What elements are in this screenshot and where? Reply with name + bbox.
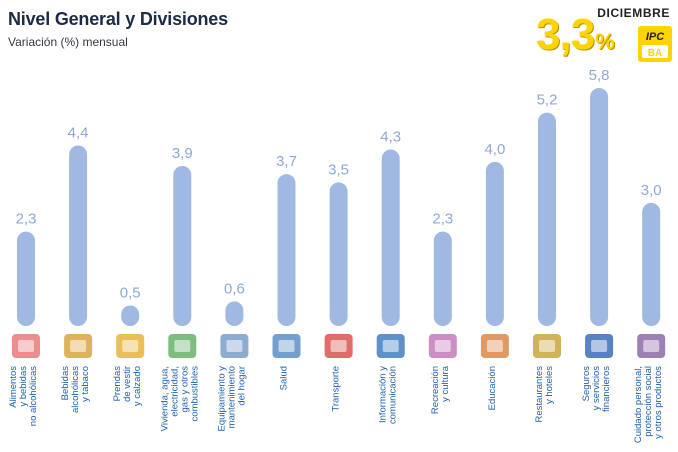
bar-3 <box>121 305 140 326</box>
recreation-icon <box>428 334 457 358</box>
finance-icon <box>585 334 614 358</box>
chart-title: Nivel General y Divisiones <box>8 9 228 29</box>
value-labels-group: 2,3 4,4 0,5 3,9 0,6 3,7 3,5 4,3 2,3 4,0 5,2 5,8 3,0 <box>16 67 662 301</box>
beverage-icon <box>64 334 93 358</box>
category-label-4: Vivienda, agua,electricidad,gas y otrosc… <box>159 366 200 432</box>
category-label-3: Prendasde vestiry calzado <box>112 366 143 406</box>
logo-text-top: IPC <box>646 31 665 43</box>
food-icon <box>12 334 40 358</box>
headline-figure: 3,3% <box>536 10 615 60</box>
value-label-8: 4,3 <box>380 129 401 146</box>
bar-8 <box>381 149 400 326</box>
category-label-13: Cuidado personal,protección socialy otro… <box>633 366 664 443</box>
bar-2 <box>69 145 88 326</box>
bar-10 <box>485 161 504 326</box>
bar-6 <box>277 174 296 326</box>
personal-care-icon <box>637 334 666 358</box>
category-label-1: Alimentosy bebidasno alcohólicas <box>8 366 39 426</box>
headline-value: 3,3 <box>536 10 595 59</box>
appliance-icon <box>220 334 249 358</box>
bar-4 <box>173 165 192 326</box>
category-label-5: Equipamiento ymantenimientodel hogar <box>216 366 247 432</box>
bar-13 <box>642 202 661 326</box>
bar-12 <box>590 88 609 326</box>
value-label-12: 5,8 <box>589 67 610 84</box>
education-icon <box>480 334 509 358</box>
bar-1 <box>17 231 35 326</box>
health-icon <box>272 334 301 358</box>
category-label-10: Educación <box>487 366 498 410</box>
category-label-9: Recreacióny cultura <box>430 365 451 414</box>
bar-9 <box>433 231 452 326</box>
icons-group <box>12 334 666 358</box>
value-label-7: 3,5 <box>328 161 349 178</box>
category-label-12: Segurosy serviciosfinancieros <box>581 366 612 412</box>
value-label-1: 2,3 <box>16 211 37 228</box>
category-label-8: Información ycomunicación <box>378 366 399 424</box>
ipc-ba-logo: IPC BA <box>638 26 672 62</box>
bars-group <box>17 88 661 326</box>
bar-11 <box>538 112 556 326</box>
communication-icon <box>376 334 405 358</box>
restaurant-icon <box>533 334 561 358</box>
clothing-icon <box>116 334 145 358</box>
value-label-6: 3,7 <box>276 153 297 170</box>
value-label-9: 2,3 <box>432 211 453 228</box>
category-label-11: Restaurantesy hoteles <box>534 366 555 423</box>
transport-icon <box>324 334 353 358</box>
value-label-11: 5,2 <box>537 92 558 109</box>
chart-subtitle: Variación (%) mensual <box>8 35 128 49</box>
category-label-6: Salud <box>279 366 290 390</box>
bar-7 <box>329 182 348 326</box>
value-label-2: 4,4 <box>68 124 89 141</box>
month-label: DICIEMBRE <box>597 6 670 20</box>
category-label-7: Transporte <box>331 366 342 412</box>
headline-unit: % <box>595 29 615 54</box>
category-label-2: Bebidasalcohólicasy tabaco <box>60 366 91 413</box>
value-label-4: 3,9 <box>172 145 193 162</box>
logo-text-bottom: BA <box>648 48 662 59</box>
category-labels-group: Alimentosy bebidasno alcohólicas Bebidasa… <box>8 365 664 443</box>
value-label-13: 3,0 <box>641 182 662 199</box>
value-label-3: 0,5 <box>120 284 141 301</box>
value-label-10: 4,0 <box>484 141 505 158</box>
bar-5 <box>225 301 244 326</box>
housing-icon <box>168 334 197 358</box>
value-label-5: 0,6 <box>224 280 245 297</box>
